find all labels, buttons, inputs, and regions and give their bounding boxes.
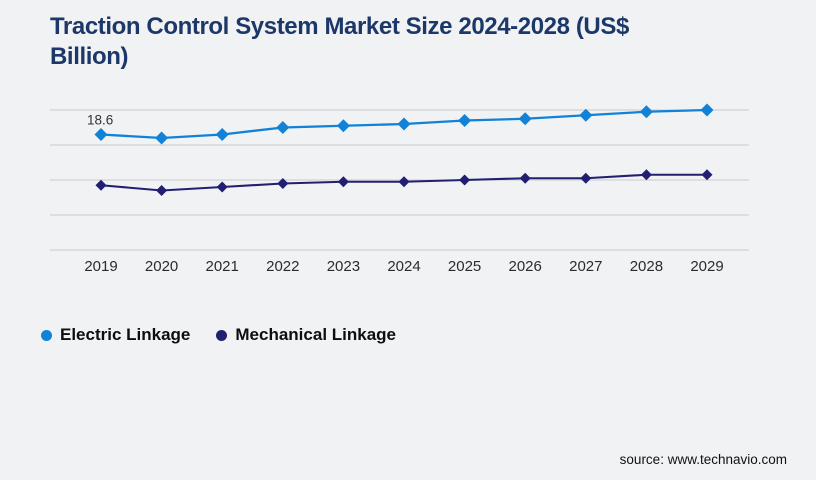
source-link[interactable]: source: www.technavio.com: [619, 452, 787, 467]
x-tick-label: 2025: [448, 258, 481, 275]
data-point-marker: [397, 117, 411, 131]
data-point-label: 18.6: [87, 113, 113, 128]
data-point-marker: [155, 131, 169, 145]
electric-linkage-dot-icon: [41, 329, 52, 341]
data-point-marker: [276, 121, 290, 134]
series-line-electric-linkage: [100, 108, 708, 140]
x-tick-label: 2024: [387, 258, 420, 275]
x-tick-label: 2026: [509, 258, 542, 275]
data-point-marker: [459, 174, 471, 186]
data-point-marker: [337, 176, 349, 188]
x-tick-label: 2028: [630, 258, 663, 275]
chart-legend: Electric Linkage Mechanical Linkage: [41, 325, 396, 345]
data-point-marker: [215, 128, 229, 141]
data-point-marker: [336, 119, 350, 133]
legend-label-electric-linkage: Electric Linkage: [60, 325, 191, 344]
data-point-marker: [95, 179, 107, 191]
x-tick-label: 2020: [145, 258, 178, 275]
data-point-marker: [94, 128, 108, 141]
data-point-marker: [640, 169, 652, 181]
data-point-marker: [519, 172, 531, 184]
x-tick-label: 2021: [206, 258, 239, 275]
series-line-mechanical-linkage: [100, 173, 707, 192]
x-tick-label: 2027: [569, 258, 602, 275]
chart-title: Traction Control System Market Size 2024…: [50, 13, 629, 70]
x-tick-label: 2022: [266, 258, 299, 275]
data-point-marker: [518, 112, 532, 126]
data-point-marker: [216, 181, 228, 193]
mechanical-linkage-dot-icon: [216, 329, 228, 341]
data-point-marker: [156, 185, 168, 196]
legend-item-electric-linkage[interactable]: Electric Linkage: [41, 325, 190, 345]
data-point-marker: [700, 103, 714, 117]
legend-item-mechanical-linkage[interactable]: Mechanical Linkage: [216, 325, 396, 345]
data-point-marker: [639, 105, 653, 119]
data-point-marker: [458, 114, 472, 127]
data-point-marker: [398, 176, 410, 188]
legend-label-mechanical-linkage: Mechanical Linkage: [235, 325, 397, 344]
x-tick-label: 2019: [84, 258, 117, 275]
x-tick-label: 2029: [690, 258, 723, 275]
data-point-marker: [701, 169, 713, 181]
data-point-marker: [579, 108, 593, 122]
x-tick-label: 2023: [327, 258, 360, 275]
data-point-marker: [277, 178, 289, 189]
data-point-marker: [580, 172, 592, 184]
